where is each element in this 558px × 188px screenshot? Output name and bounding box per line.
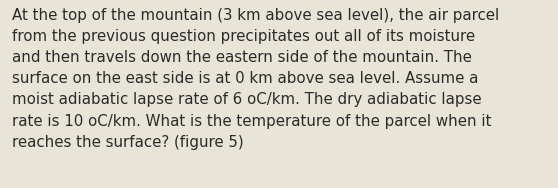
Text: At the top of the mountain (3 km above sea level), the air parcel
from the previ: At the top of the mountain (3 km above s… bbox=[12, 8, 499, 150]
